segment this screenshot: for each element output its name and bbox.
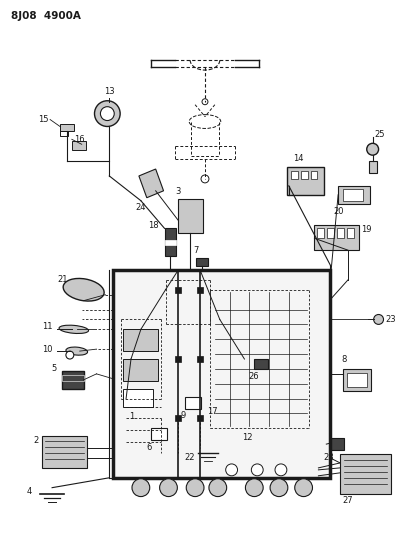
Circle shape [202,99,208,104]
Bar [113,270,330,478]
Bar [317,229,324,238]
Text: 11: 11 [42,322,52,331]
Ellipse shape [59,325,89,334]
Bar [301,171,308,179]
Circle shape [295,479,313,497]
Bar [72,141,85,150]
Bar [338,186,370,204]
Bar [291,171,298,179]
Bar [123,389,153,407]
Bar [164,229,176,256]
Circle shape [374,314,383,325]
Text: 19: 19 [361,225,371,235]
Text: 6: 6 [146,443,151,452]
Text: 27: 27 [343,496,353,505]
Text: 23: 23 [385,315,396,324]
Text: 2: 2 [33,435,38,445]
Text: 26: 26 [248,372,258,381]
Text: 7: 7 [193,246,199,255]
Bar [175,287,181,293]
Text: 20: 20 [334,207,344,216]
Text: 9: 9 [181,411,186,421]
Text: 8: 8 [341,355,347,364]
Bar [60,132,68,136]
Bar [197,287,203,293]
Text: 17: 17 [207,407,218,416]
Text: 22: 22 [185,454,195,463]
Bar [42,436,87,468]
Circle shape [66,351,74,359]
Bar [254,359,268,369]
Bar [185,397,201,408]
Text: 25: 25 [374,130,385,139]
Circle shape [245,479,263,497]
Bar [164,240,176,245]
Circle shape [209,479,227,497]
Text: 14: 14 [293,154,304,163]
Bar [175,415,181,422]
Bar [123,329,158,351]
Bar [347,229,354,238]
Bar [327,229,334,238]
Bar [343,369,371,391]
Bar [326,438,344,450]
Ellipse shape [66,347,88,355]
Bar [62,371,84,389]
Bar [340,454,392,494]
Text: 1: 1 [129,412,134,421]
Circle shape [94,101,120,126]
Bar [311,171,317,179]
Circle shape [186,479,204,497]
Circle shape [160,479,177,497]
Ellipse shape [63,278,104,301]
Bar [369,161,376,173]
Bar [178,199,203,233]
Circle shape [201,175,209,183]
Text: 16: 16 [74,135,84,144]
Polygon shape [139,169,164,198]
Bar [123,359,158,381]
Circle shape [367,143,379,155]
Bar [196,258,208,266]
Bar [62,375,84,381]
Text: 3: 3 [176,187,181,196]
Text: 21: 21 [57,276,68,285]
Text: 13: 13 [104,87,115,96]
Bar [175,356,181,362]
Bar [151,429,166,440]
Text: 15: 15 [38,115,48,124]
Circle shape [270,479,288,497]
Text: 28: 28 [323,453,334,462]
Circle shape [275,464,287,476]
Circle shape [226,464,238,476]
Bar [343,189,363,201]
Circle shape [101,107,114,120]
Bar [315,225,359,250]
Text: 8J08  4900A: 8J08 4900A [11,11,81,21]
Circle shape [132,479,150,497]
Text: 10: 10 [42,345,52,353]
Text: 18: 18 [148,221,159,230]
Bar [337,229,344,238]
Bar [347,373,367,387]
Bar [287,167,324,195]
Circle shape [252,464,263,476]
Bar [197,356,203,362]
Text: 4: 4 [27,487,33,496]
Text: 12: 12 [242,433,253,442]
Text: 24: 24 [136,203,146,212]
Text: 5: 5 [52,365,57,374]
Bar [197,415,203,422]
Bar [60,124,74,132]
